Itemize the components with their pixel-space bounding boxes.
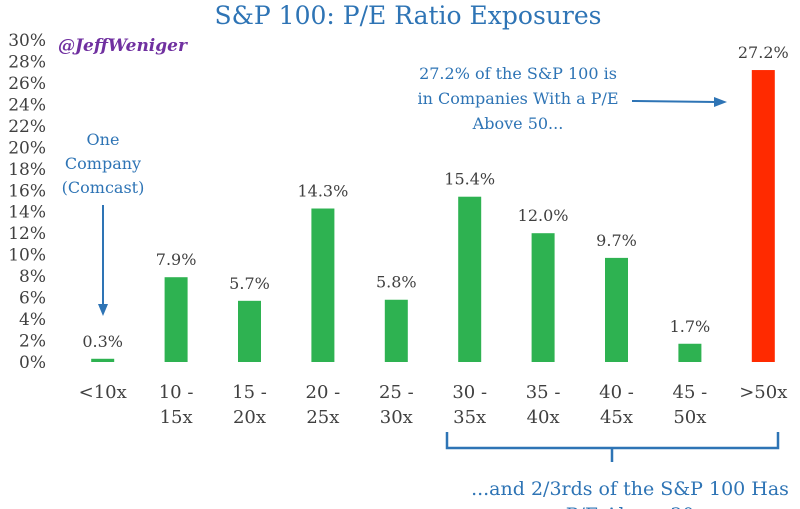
data-label: 7.9% [156,250,197,269]
y-tick-label: 24% [8,95,46,115]
data-label: 12.0% [518,206,569,225]
x-tick-label: 15x [160,407,193,428]
bar [751,70,775,362]
y-tick-label: 28% [8,52,46,72]
annotation-top-right-arrow [631,100,717,103]
y-tick-label: 14% [8,203,46,223]
x-tick-label: 25x [306,407,339,428]
y-tick-label: 16% [8,181,46,201]
x-tick-label: 25 - [379,382,414,403]
x-tick-label: 35 - [526,382,561,403]
y-tick-label: 2% [19,332,46,352]
data-label: 14.3% [297,182,348,201]
bar [605,257,628,362]
data-label: 27.2% [738,43,789,62]
x-tick-label: 30x [380,407,413,428]
bar [458,196,482,362]
data-label: 0.3% [82,332,123,351]
x-tick-label: 45 - [673,382,708,403]
y-tick-label: 12% [8,224,46,244]
annotation-comcast-line: One [87,130,120,149]
data-label: 9.7% [596,231,637,250]
y-tick-label: 22% [8,117,46,137]
y-tick-label: 10% [8,246,46,266]
x-tick-label: 10 - [159,382,194,403]
y-tick-label: 4% [19,310,46,330]
x-tick-label: 20 - [306,382,341,403]
y-tick-label: 26% [8,74,46,94]
bars [91,70,775,362]
y-tick-label: 6% [19,289,46,309]
annotation-comcast-line: Company [65,154,141,173]
bar [531,233,555,362]
x-tick-label: >50x [739,382,787,403]
annotation-top-right: 27.2% of the S&P 100 is in Companies With… [417,64,618,133]
annotation-bottom-line: ...and 2/3rds of the S&P 100 Has [471,478,789,500]
x-tick-label: 50x [673,407,706,428]
x-tick-label: 35x [453,407,486,428]
y-axis: 0%2%4%6%8%10%12%14%16%18%20%22%24%26%28%… [8,31,46,373]
annotation-top-right-arrowhead [714,97,727,107]
annotation-top-right-line: in Companies With a P/E [417,89,618,108]
author-handle: @JeffWeniger [58,36,188,56]
annotation-comcast-line: (Comcast) [62,178,145,197]
y-tick-label: 8% [19,267,46,287]
data-labels: 0.3% 7.9% 5.7% 14.3% 5.8% 15.4% 12.0% 9.7% 1.7% 2… [82,43,788,351]
annotation-top-right-line: Above 50... [472,114,564,133]
x-tick-label: 40x [527,407,560,428]
y-tick-label: 20% [8,138,46,158]
annotation-top-right-line: 27.2% of the S&P 100 is [419,64,617,83]
annotation-comcast: One Company (Comcast) [62,130,145,197]
x-tick-label: 45x [600,407,633,428]
y-tick-label: 18% [8,160,46,180]
x-tick-label: 15 - [232,382,267,403]
y-tick-label: 30% [8,31,46,51]
x-tick-label: 20x [233,407,266,428]
bracket [445,432,780,462]
bar [91,358,115,362]
bar [678,343,702,362]
bar [311,208,335,362]
bar [384,299,408,362]
bar [238,300,261,362]
data-label: 1.7% [670,317,711,336]
data-label: 15.4% [444,170,495,189]
x-tick-label: 40 - [599,382,634,403]
x-tick-label: <10x [79,382,127,403]
x-axis: <10x 10 - 15x 15 - 20x 20 - 25x 25 - 30x 30 - 35x 3… [79,382,788,428]
data-label: 5.8% [376,273,417,292]
chart-title: S&P 100: P/E Ratio Exposures [215,1,602,30]
bar [164,277,188,362]
annotation-bottom: ...and 2/3rds of the S&P 100 Has P/E Abov… [471,478,789,509]
annotation-bottom-line: P/E Above 30 [566,504,695,509]
y-tick-label: 0% [19,353,46,373]
annotation-comcast-arrowhead [98,304,108,316]
data-label: 5.7% [229,274,270,293]
x-tick-label: 30 - [452,382,487,403]
